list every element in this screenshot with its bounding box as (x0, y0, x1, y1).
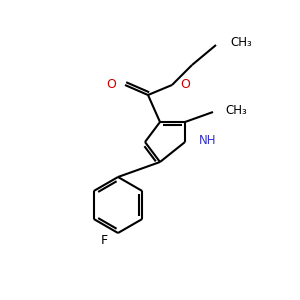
Text: NH: NH (199, 134, 217, 146)
Text: CH₃: CH₃ (225, 103, 247, 116)
Text: O: O (106, 77, 116, 91)
Text: F: F (101, 235, 108, 248)
Text: O: O (180, 77, 190, 91)
Text: CH₃: CH₃ (230, 37, 252, 50)
